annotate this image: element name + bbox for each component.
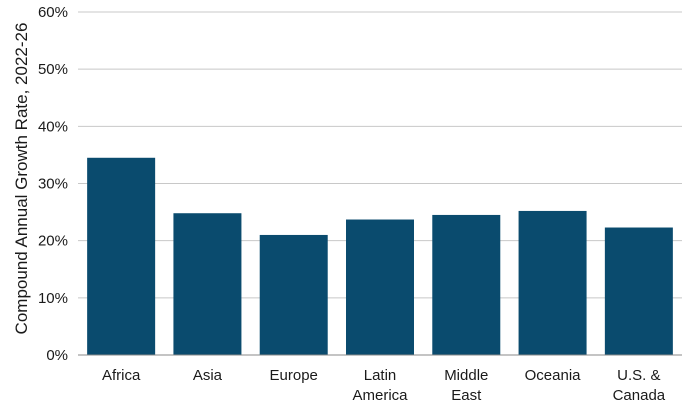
y-tick-label: 30% (38, 176, 68, 193)
x-tick-label: Asia (193, 367, 223, 384)
y-tick-label: 60% (38, 4, 68, 21)
y-axis-title: Compound Annual Growth Rate, 2022-26 (12, 23, 31, 335)
y-tick-label: 0% (46, 347, 68, 364)
x-tick-label: Oceania (525, 367, 582, 384)
y-tick-label: 20% (38, 233, 68, 250)
bar (87, 157, 156, 355)
bar (604, 227, 673, 355)
y-tick-label: 50% (38, 61, 68, 78)
x-axis-labels: Africa Asia Europe Latin America Middle East Oc… (102, 367, 666, 404)
bars (87, 157, 673, 355)
x-tick-label: U.S. & Canada (613, 367, 666, 404)
x-tick-label: Africa (102, 367, 141, 384)
y-tick-label: 10% (38, 290, 68, 307)
bar (432, 214, 501, 355)
bar (346, 219, 414, 355)
y-tick-label: 40% (38, 118, 68, 135)
y-axis-ticks: 0% 10% 20% 30% 40% 50% 60% (38, 4, 68, 364)
x-tick-label: Latin America (352, 367, 408, 404)
bar (259, 234, 328, 355)
bar (518, 210, 587, 355)
x-tick-label: Middle East (444, 367, 488, 404)
bar (173, 213, 242, 355)
x-tick-label: Europe (270, 367, 318, 384)
